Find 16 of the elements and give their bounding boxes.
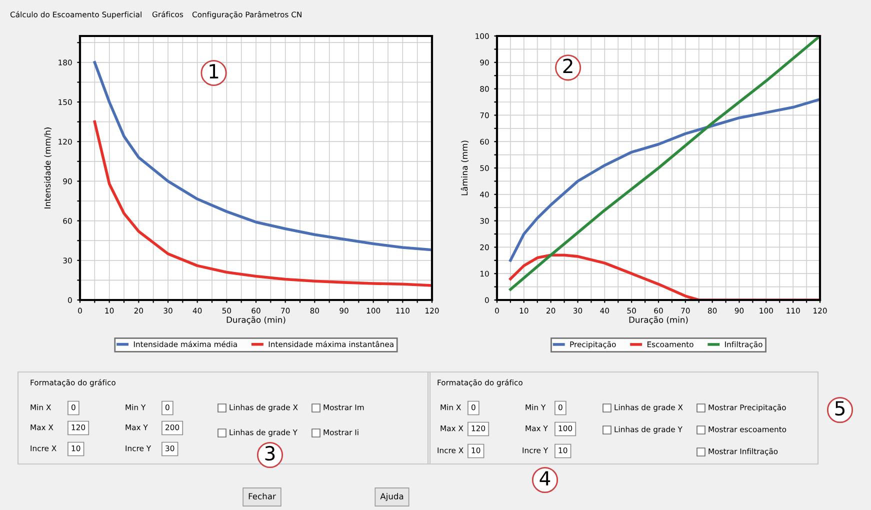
line-series <box>509 36 820 291</box>
line-series <box>93 120 432 287</box>
line-series <box>509 254 820 300</box>
text: 5 <box>835 401 844 416</box>
text: 3 <box>265 446 275 461</box>
line-series <box>509 98 820 262</box>
text: 4 <box>540 471 550 486</box>
text: Ajuda <box>380 492 404 502</box>
y-axis-title: Lâmina (mm) <box>460 140 469 196</box>
x-axis-title: Duração (min) <box>629 316 688 324</box>
line-series <box>93 61 432 252</box>
text: Fechar <box>248 492 276 500</box>
annotation: 1 <box>210 64 218 78</box>
y-axis-title: Intensidade (mm/h) <box>44 128 52 208</box>
x-axis-title: Duração (min) <box>226 316 286 324</box>
annotation: 2 <box>563 58 572 74</box>
